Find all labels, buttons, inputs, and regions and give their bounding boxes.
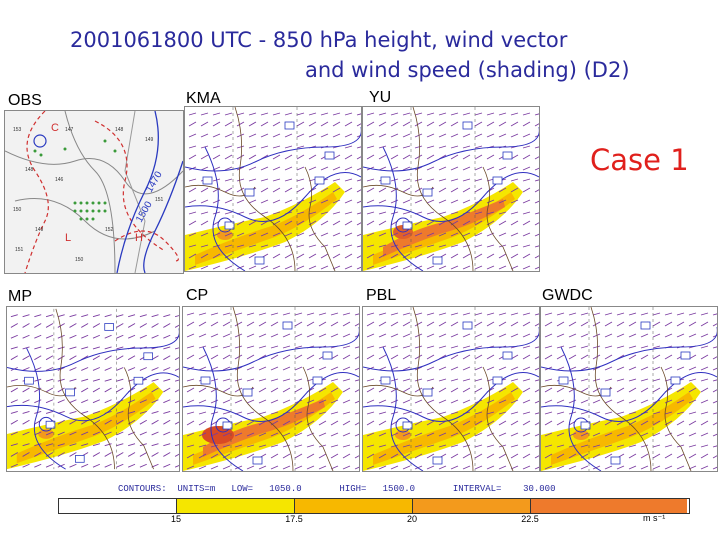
mp-map-panel	[6, 306, 180, 472]
panel-label-cp: CP	[186, 287, 209, 304]
kma-map	[185, 107, 361, 271]
title-line-2: and wind speed (shading) (D2)	[305, 58, 630, 82]
svg-text:152: 152	[105, 227, 114, 233]
svg-text:146: 146	[55, 177, 64, 183]
svg-text:150: 150	[13, 207, 22, 213]
colorbar-seg-0	[59, 499, 177, 513]
colorbar-seg-2	[295, 499, 413, 513]
panel-label-kma: KMA	[186, 90, 221, 107]
svg-text:L: L	[65, 232, 71, 244]
mp-map	[7, 308, 179, 470]
svg-text:151: 151	[15, 247, 24, 253]
title-line-1: 2001061800 UTC - 850 hPa height, wind ve…	[70, 28, 568, 52]
cp-map	[183, 307, 359, 471]
colorbar-seg-4	[531, 499, 687, 513]
svg-text:149: 149	[145, 137, 154, 143]
svg-text:C: C	[51, 122, 59, 134]
pbl-map-panel	[362, 306, 540, 472]
colorbar-header: CONTOURS: UNITS=m LOW= 1050.0 HIGH= 1500…	[118, 484, 556, 494]
svg-text:151: 151	[155, 197, 164, 203]
colorbar-units: m s⁻¹	[643, 513, 666, 523]
panel-label-pbl: PBL	[366, 287, 397, 304]
gwdc-map-panel	[540, 306, 718, 472]
panel-label-mp: MP	[8, 288, 32, 305]
colorbar-tick-17-5: 17.5	[285, 514, 303, 524]
gwdc-map	[541, 307, 717, 471]
panel-label-yu: YU	[369, 89, 392, 106]
colorbar-tick-22-5: 22.5	[521, 514, 539, 524]
panel-label-obs: OBS	[8, 92, 42, 109]
cp-map-panel	[182, 306, 360, 472]
svg-text:148: 148	[115, 127, 124, 133]
colorbar-tick-20: 20	[406, 514, 418, 524]
colorbar-seg-3	[413, 499, 531, 513]
svg-text:148: 148	[25, 167, 34, 173]
panel-label-gwdc: GWDC	[542, 287, 593, 304]
svg-text:147: 147	[65, 127, 74, 133]
svg-text:H: H	[135, 232, 143, 244]
colorbar-tick-15: 15	[170, 514, 182, 524]
obs-map: C H L 153 148 150 146 152 149 151 150 151 148 1…	[5, 111, 183, 273]
svg-text:150: 150	[75, 257, 84, 263]
colorbar: CONTOURS: UNITS=m LOW= 1050.0 HIGH= 1500…	[58, 484, 698, 528]
colorbar-scale	[58, 498, 690, 514]
colorbar-seg-1	[177, 499, 295, 513]
pbl-map	[363, 307, 539, 471]
kma-map-panel	[184, 106, 362, 272]
svg-text:153: 153	[13, 127, 22, 133]
case-label: Case 1	[590, 143, 689, 177]
obs-map-panel: C H L 153 148 150 146 152 149 151 150 151 148 1…	[4, 110, 184, 274]
yu-map	[363, 107, 539, 271]
yu-map-panel	[362, 106, 540, 272]
svg-text:149: 149	[35, 227, 44, 233]
